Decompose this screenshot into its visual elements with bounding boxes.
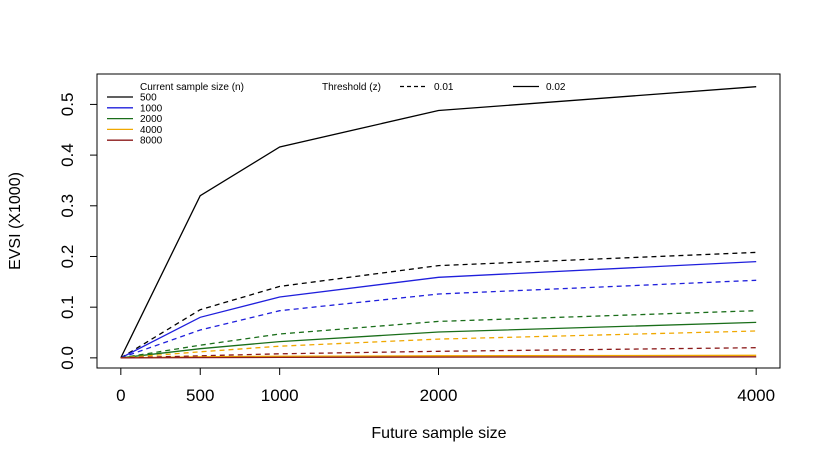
y-axis-title: EVSI (X1000) [7,172,24,270]
x-tick-label: 4000 [737,386,775,405]
y-tick-label: 0.3 [58,194,77,218]
x-axis: 0 500 1000 2000 4000 [116,367,775,405]
x-tick-label: 1000 [261,386,299,405]
plot-frame [96,73,781,369]
series-line-n1000-z0.02 [120,260,757,359]
series-line-n8000-z0.01 [120,347,757,359]
series-line-n1000-z0.01 [120,279,757,359]
y-tick-label: 0.5 [58,93,77,117]
y-tick-label: 0.2 [58,245,77,269]
legend-label-n500: 500 [140,93,157,104]
x-axis-title: Future sample size [371,425,506,442]
y-axis: 0.0 0.1 0.2 0.3 0.4 0.5 [58,93,98,370]
series-line-n8000-z0.02 [120,356,757,359]
legend-threshold-title: Threshold (z) [322,82,381,93]
series-line-n500-z0.01 [120,251,757,359]
legend-threshold-entries: 0.01 0.02 [400,82,566,93]
x-tick-label: 2000 [420,386,458,405]
series-line-n2000-z0.01 [120,310,757,359]
series-line-n2000-z0.02 [120,321,757,359]
x-tick-label: 500 [186,386,214,405]
y-tick-label: 0.0 [58,346,77,370]
legend-label-n1000: 1000 [140,103,163,114]
legend-label-n2000: 2000 [140,114,163,125]
series-line-n500-z0.02 [120,86,757,359]
legend-label-n4000: 4000 [140,125,163,136]
y-tick-label: 0.4 [58,143,77,167]
legend-label-z0.01: 0.01 [434,82,454,93]
x-tick-label: 0 [116,386,125,405]
series-layer [120,86,757,359]
legend-label-z0.02: 0.02 [546,82,566,93]
legend-sample-title: Current sample size (n) [140,82,244,93]
legend-label-n8000: 8000 [140,136,163,147]
series-line-n4000-z0.01 [120,330,757,359]
y-tick-label: 0.1 [58,295,77,319]
legend: Current sample size (n) Threshold (z) 50… [107,82,566,147]
